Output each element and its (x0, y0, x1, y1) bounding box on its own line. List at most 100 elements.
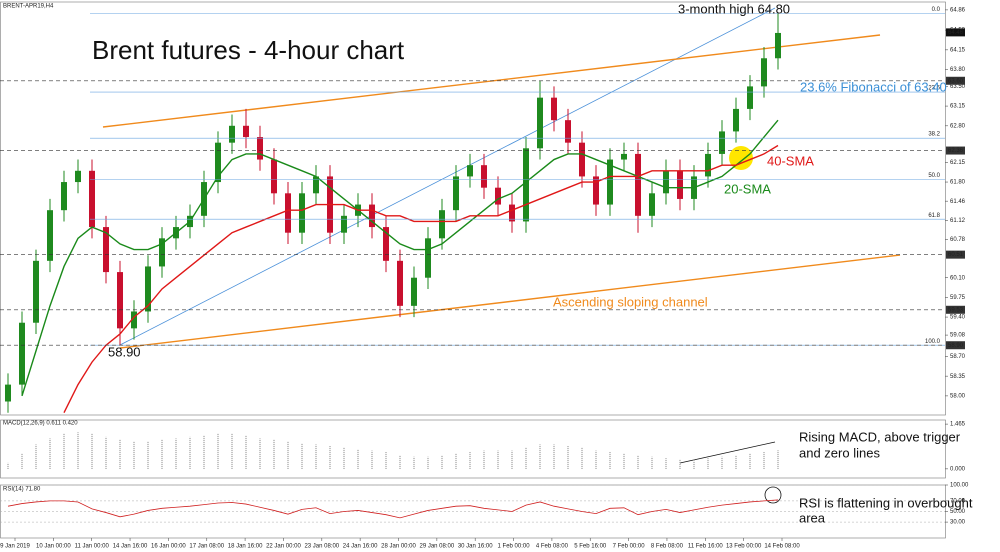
candle-body (719, 131, 725, 154)
x-tick-label: 18 Jan 16:00 (228, 544, 263, 550)
fib-trend-line (119, 7, 776, 346)
x-tick-label: 8 Feb 08:00 (651, 544, 684, 550)
level-label: 62.36 (948, 148, 964, 154)
candle-body (635, 153, 641, 216)
candle-body (299, 193, 305, 233)
candle-body (47, 210, 53, 261)
x-tick-label: 28 Jan 00:00 (381, 544, 416, 550)
annotation: area (799, 510, 826, 525)
y-tick-label: 58.35 (950, 374, 966, 380)
candle-body (117, 272, 123, 329)
candle-body (411, 277, 417, 306)
candle-body (271, 159, 277, 194)
price-label: 64.46 (948, 30, 964, 36)
candle-body (33, 260, 39, 323)
level-box (946, 76, 965, 85)
candle-body (677, 170, 683, 199)
x-tick-label: 14 Feb 08:00 (764, 544, 800, 550)
level-label: 58.90 (948, 343, 964, 349)
y-tick-label: 63.50 (950, 84, 966, 90)
candle-body (663, 170, 669, 194)
x-tick-label: 14 Jan 16:00 (113, 544, 148, 550)
y-tick-label: 60.10 (950, 275, 966, 281)
candle-body (145, 266, 151, 312)
x-tick-label: 11 Feb 16:00 (688, 544, 724, 550)
x-tick-label: 24 Jan 16:00 (343, 544, 378, 550)
level-box (946, 305, 965, 314)
price-box (946, 28, 965, 37)
candle-body (369, 204, 375, 228)
sma-line (21, 119, 779, 397)
symbol: BRENT-APR19,H4 (3, 4, 54, 10)
y-tick-label: 50.00 (950, 509, 966, 515)
y-tick-label: 62.80 (950, 123, 966, 129)
y-tick-label: 30.00 (950, 520, 966, 526)
candle-body (229, 125, 235, 143)
channel-lower (119, 254, 901, 349)
candle-body (397, 260, 403, 306)
x-tick-label: 29 Jan 08:00 (419, 544, 454, 550)
candle-body (285, 193, 291, 233)
candle-body (495, 187, 501, 205)
level-label: 59.53 (948, 307, 964, 313)
series-label: 40-SMA (767, 153, 814, 168)
y-tick-label: 63.80 (950, 67, 966, 73)
crossover-marker (729, 146, 753, 170)
candle-body (131, 311, 137, 329)
candle-body (593, 176, 599, 205)
candle-body (341, 215, 347, 233)
y-tick-label: 61.46 (950, 199, 966, 205)
y-tick-label: 61.12 (950, 218, 966, 224)
annotation: 58.90 (108, 344, 141, 359)
candle-body (607, 159, 613, 205)
candle-body (313, 176, 319, 194)
level-label: 60.51 (948, 252, 964, 258)
candle-body (579, 142, 585, 177)
y-tick-label: 64.15 (950, 47, 966, 53)
panel-frame (0, 1, 946, 416)
y-tick-label: 63.15 (950, 104, 966, 110)
x-tick-label: 10 Jan 00:00 (36, 544, 71, 550)
x-tick-label: 22 Jan 00:00 (266, 544, 301, 550)
candle-body (425, 238, 431, 278)
level-box (946, 341, 965, 350)
candle-body (89, 170, 95, 228)
candle-body (733, 108, 739, 132)
y-tick-label: 64.86 (950, 7, 966, 13)
y-tick-label: 60.78 (950, 237, 966, 243)
candle-body (649, 193, 655, 216)
candle-body (439, 210, 445, 239)
annotation: 23.6% Fibonacci of 63.40 (800, 79, 947, 94)
candle-body (523, 148, 529, 222)
x-tick-label: 5 Feb 16:00 (574, 544, 607, 550)
candle-body (215, 142, 221, 183)
x-tick-label: 9 Jan 2019 (0, 544, 30, 550)
x-tick-label: 17 Jan 08:00 (189, 544, 224, 550)
candle-body (509, 204, 515, 222)
fib-label: 50.0 (928, 173, 940, 179)
candle-body (103, 227, 109, 273)
y-tick-label: 59.08 (950, 333, 966, 339)
y-tick-label: 70.00 (950, 498, 966, 504)
annotation: RSI is flattening in overbought (799, 495, 973, 510)
candle-body (159, 238, 165, 267)
y-tick-label: 0.000 (950, 466, 966, 472)
x-tick-label: 23 Jan 08:00 (304, 544, 339, 550)
x-tick-label: 30 Jan 16:00 (458, 544, 493, 550)
candle-body (705, 153, 711, 177)
fib-label: 38.2 (928, 132, 940, 138)
y-tick-label: 59.75 (950, 295, 966, 301)
y-tick-label: 100.00 (950, 483, 969, 489)
panel-frame (0, 419, 946, 479)
y-tick-label: 62.15 (950, 160, 966, 166)
y-tick-label: 1.465 (950, 422, 966, 428)
x-tick-label: 11 Jan 00:00 (75, 544, 110, 550)
candle-body (481, 165, 487, 188)
rsi-marker (764, 486, 782, 504)
plot: 58.00 58.35 58.70 59.08 59.40 59.75 60.10 60.78… (0, 1, 969, 550)
candle-body (565, 120, 571, 143)
fib-label: 23.6 (928, 86, 940, 92)
macd-trend-line (679, 441, 776, 464)
chart-title: Brent futures - 4-hour chart (92, 35, 405, 65)
